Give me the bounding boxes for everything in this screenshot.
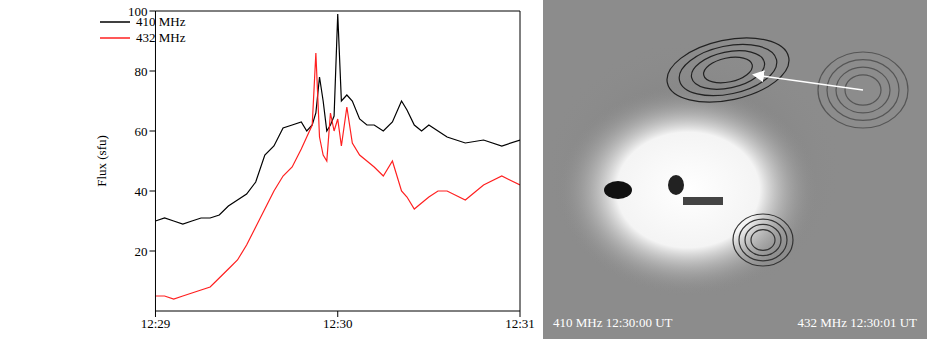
svg-text:12:30: 12:30 — [323, 316, 353, 331]
svg-text:60: 60 — [134, 124, 147, 139]
svg-text:20: 20 — [134, 244, 147, 259]
html-text:410 MHz: 410 MHz — [136, 14, 186, 29]
html-text:432 MHz: 432 MHz — [136, 30, 186, 45]
svg-text:40: 40 — [134, 184, 147, 199]
svg-text:432 MHz 12:30:01 UT: 432 MHz 12:30:01 UT — [797, 315, 917, 330]
svg-text:Flux (sfu): Flux (sfu) — [94, 135, 109, 187]
svg-text:410 MHz 12:30:00 UT: 410 MHz 12:30:00 UT — [553, 315, 673, 330]
svg-text:100: 100 — [128, 4, 148, 19]
svg-text:12:29: 12:29 — [141, 316, 171, 331]
svg-text:80: 80 — [134, 64, 147, 79]
svg-text:12:31: 12:31 — [505, 316, 535, 331]
